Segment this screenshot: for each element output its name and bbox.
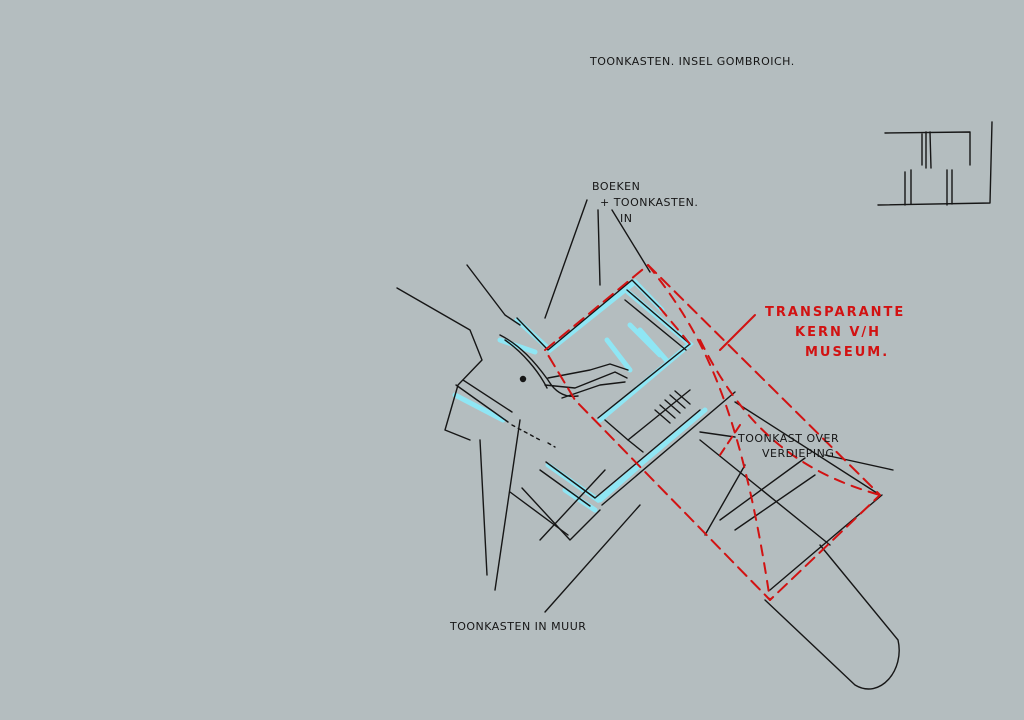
cyan-wall-highlights — [452, 278, 708, 513]
label-kern-vh: kern v/h — [795, 325, 882, 340]
label-boeken: Boeken — [592, 180, 641, 193]
label-museum: museum. — [805, 345, 890, 360]
label-toonkasten-in-muur: Toonkasten in muur — [450, 620, 587, 633]
label-toonkast-over: Toonkast over — [738, 432, 840, 445]
red-transparent-core — [544, 264, 881, 601]
sheet-title: Toonkasten. Insel Gombroich. — [590, 55, 795, 68]
ink-lines — [396, 121, 993, 690]
label-transparante: Transparante — [765, 305, 906, 320]
label-verdieping: verdieping — [762, 447, 835, 460]
label-boeken-in: in — [620, 212, 633, 225]
label-boeken-toonkasten: + toonkasten. — [600, 196, 699, 209]
